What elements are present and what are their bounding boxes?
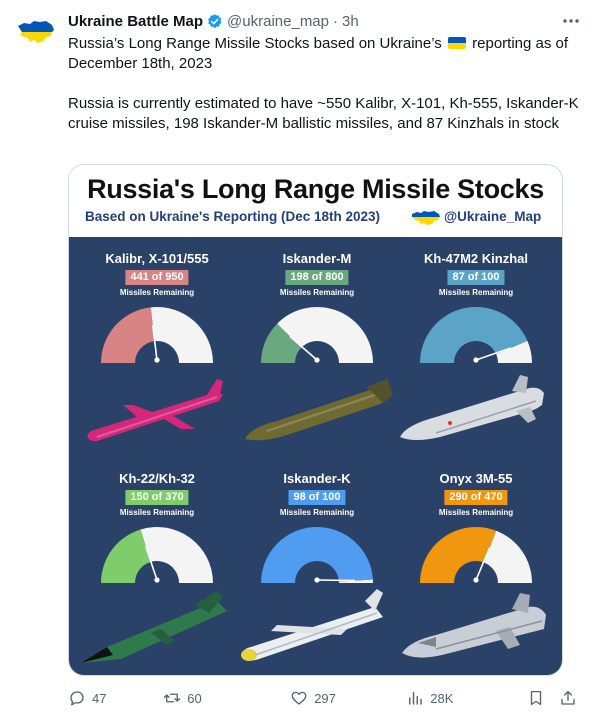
action-bar: 47 60 297 28K [68,688,583,708]
missile-illustration [241,589,383,661]
bookmark-icon [531,690,542,706]
bookmark-button[interactable] [527,689,559,707]
gauge-hub [314,357,320,363]
tweet-image-card[interactable]: Russia's Long Range Missile Stocks Based… [68,164,563,676]
missiles-remaining-label: Missiles Remaining [119,508,195,517]
missile-name: Kalibr, X-101/555 [105,251,209,266]
missile-panel: Kh-47M2 Kinzhal 87 of 100 Missiles Remaini… [396,237,556,457]
like-button[interactable]: 297 [290,689,406,707]
gauge-used-segment [338,579,373,583]
stock-badge: 198 of 800 [285,270,349,285]
tweet-header: Ukraine Battle Map @ukraine_map · 3h [68,11,583,31]
gauge-remaining-segment [101,529,151,583]
verified-badge-icon[interactable] [206,13,223,30]
gauge-remaining-segment [261,526,373,583]
share-icon [561,690,575,705]
missiles-remaining-label: Missiles Remaining [438,508,514,517]
missile-illustration [245,379,393,441]
stock-gauge [261,526,373,583]
missile-illustration [81,591,227,663]
gauge-used-segment [140,526,213,583]
missile-panel: Iskander-M 198 of 800 Missiles Remaining [237,237,397,457]
views-button[interactable]: 28K [406,689,527,707]
gauge-needle [316,579,355,582]
gauge-remaining-segment [420,307,528,363]
author-name[interactable]: Ukraine Battle Map [68,12,204,30]
stock-gauge [101,526,213,583]
author-handle[interactable]: @ukraine_map [227,12,329,30]
stock-badge: 290 of 470 [444,490,508,505]
missiles-remaining-label: Missiles Remaining [119,288,195,297]
stock-badge: 441 of 950 [125,270,189,285]
gauge-needle [475,547,491,581]
card-subtitle: Based on Ukraine's Reporting (Dec 18th 2… [85,209,381,224]
missile-name: Iskander-K [283,471,351,486]
gauge-remaining-segment [261,323,302,363]
gauge-needle [145,546,158,581]
gauge-remaining-segment [420,526,497,583]
card-header: Russia's Long Range Missile Stocks Based… [69,165,562,237]
missiles-remaining-label: Missiles Remaining [279,508,355,517]
like-count: 297 [314,690,336,706]
gauge-remaining-segment [101,307,155,363]
stock-badge: 150 of 370 [125,490,189,505]
reply-icon [70,691,84,706]
missile-illustration [400,375,544,440]
gauge-hub [473,357,479,363]
share-button[interactable] [559,689,583,707]
avatar[interactable] [16,12,56,52]
views-chart-icon [409,692,422,705]
ukraine-map-icon [412,211,440,225]
missile-panel: Kh-22/Kh-32 150 of 370 Missiles Remaining [77,457,237,675]
gauge-needle [151,325,158,361]
missile-panel: Onyx 3M-55 290 of 470 Missiles Remaining [396,457,556,675]
heart-icon [291,691,307,705]
card-title: Russia's Long Range Missile Stocks [87,174,544,204]
missile-name: Kh-47M2 Kinzhal [423,251,528,266]
stock-badge: 98 of 100 [288,490,346,505]
gauge-needle [289,335,318,361]
missile-illustration [402,593,546,658]
missiles-remaining-label: Missiles Remaining [438,288,514,297]
repost-icon [164,693,181,703]
gauge-used-segment [150,306,213,363]
views-count: 28K [430,690,454,706]
gauge-used-segment [483,530,532,583]
card-handle: @Ukraine_Map [444,209,542,224]
stock-gauge [420,307,532,363]
missile-illustration [87,379,224,442]
gauge-hub [473,577,479,583]
tweet-text-line1-end: reporting as of December 18th, 2023 [68,35,569,72]
repost-count: 60 [187,690,202,706]
gauge-needle [475,347,512,361]
missile-panel: Kalibr, X-101/555 441 of 950 Missiles Rema… [77,237,237,457]
repost-button[interactable]: 60 [163,689,290,707]
gauge-hub [154,577,160,583]
missile-name: Iskander-M [282,251,352,266]
timestamp[interactable]: 3h [342,12,359,30]
gauge-used-segment [277,306,373,363]
ukraine-flag-emoji-icon [447,37,466,49]
gauge-used-segment [496,340,532,363]
separator-dot: · [333,12,338,30]
stock-gauge [420,526,532,583]
missile-name: Kh-22/Kh-32 [119,471,195,486]
reply-button[interactable]: 47 [68,689,163,707]
stock-gauge [261,306,373,363]
more-options-icon[interactable] [559,9,583,33]
gauge-hub [154,357,160,363]
missile-panel: Iskander-K 98 of 100 Missiles Remaining [237,457,397,675]
card-body: Kalibr, X-101/555 441 of 950 Missiles Rema… [69,237,562,675]
stock-gauge [101,306,213,363]
stock-badge: 87 of 100 [447,270,505,285]
tweet-text-line1-start: Russia’s Long Range Missile Stocks based… [68,35,442,52]
tweet-text: Russia’s Long Range Missile Stocks based… [68,34,581,154]
missiles-remaining-label: Missiles Remaining [279,288,355,297]
tweet-text-line2: Russia is currently estimated to have ~5… [68,95,579,132]
missile-name: Onyx 3M-55 [439,471,513,486]
reply-count: 47 [92,690,107,706]
gauge-hub [314,577,320,583]
